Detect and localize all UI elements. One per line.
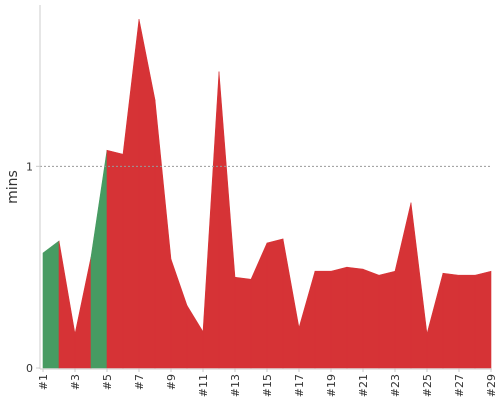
x-ticks: #1 #3 #5 #7 #9 #11 #13 #15 #17 #19 #21 #23 #25 #27 #29 — [37, 369, 498, 397]
y-axis-title: mins — [5, 170, 21, 204]
area-segment-3 — [74, 257, 92, 369]
area-segment-12 — [218, 71, 236, 369]
area-segment-8 — [154, 99, 172, 369]
area-segment-11 — [202, 71, 220, 369]
x-tick-label: #7 — [133, 374, 146, 390]
area-segment-27 — [458, 274, 476, 369]
area-segment-17 — [298, 271, 316, 369]
x-tick-label: #21 — [357, 374, 370, 397]
area-segment-24 — [410, 202, 428, 369]
area-segment-16 — [282, 238, 300, 369]
x-tick-label: #15 — [261, 374, 274, 397]
area-segment-19 — [330, 266, 348, 369]
area-segment-13 — [234, 276, 252, 369]
y-ticks: 01 — [26, 160, 40, 375]
area-segment-23 — [394, 202, 412, 369]
area-segment-1 — [42, 240, 60, 369]
y-tick-label: 1 — [26, 160, 33, 173]
area-segment-5 — [106, 149, 124, 369]
x-tick-label: #9 — [165, 374, 178, 390]
y-tick-label: 0 — [26, 362, 33, 375]
area-segment-20 — [346, 266, 364, 369]
area-segment-22 — [378, 270, 396, 369]
area-segment-4 — [90, 150, 108, 369]
area-segment-14 — [250, 242, 268, 369]
area-segment-6 — [122, 19, 140, 369]
x-tick-label: #27 — [453, 374, 466, 397]
x-tick-label: #29 — [485, 374, 498, 397]
x-tick-label: #23 — [389, 374, 402, 397]
area-segment-7 — [138, 19, 156, 369]
area-segment-2 — [58, 240, 76, 369]
x-tick-label: #19 — [325, 374, 338, 397]
area-segments — [42, 19, 492, 369]
area-segment-21 — [362, 268, 380, 369]
x-tick-label: #11 — [197, 374, 210, 397]
x-tick-label: #5 — [101, 374, 114, 390]
area-segment-25 — [426, 273, 444, 369]
x-tick-label: #13 — [229, 374, 242, 397]
axes — [39, 5, 492, 370]
x-tick-label: #3 — [69, 374, 82, 390]
area-segment-10 — [186, 304, 204, 369]
area-segment-18 — [314, 270, 332, 369]
x-tick-label: #17 — [293, 374, 306, 397]
x-tick-label: #1 — [37, 374, 50, 390]
x-tick-label: #25 — [421, 374, 434, 397]
area-segment-26 — [442, 272, 460, 369]
area-segment-28 — [474, 270, 492, 369]
area-segment-9 — [170, 259, 188, 369]
area-segment-15 — [266, 238, 284, 369]
